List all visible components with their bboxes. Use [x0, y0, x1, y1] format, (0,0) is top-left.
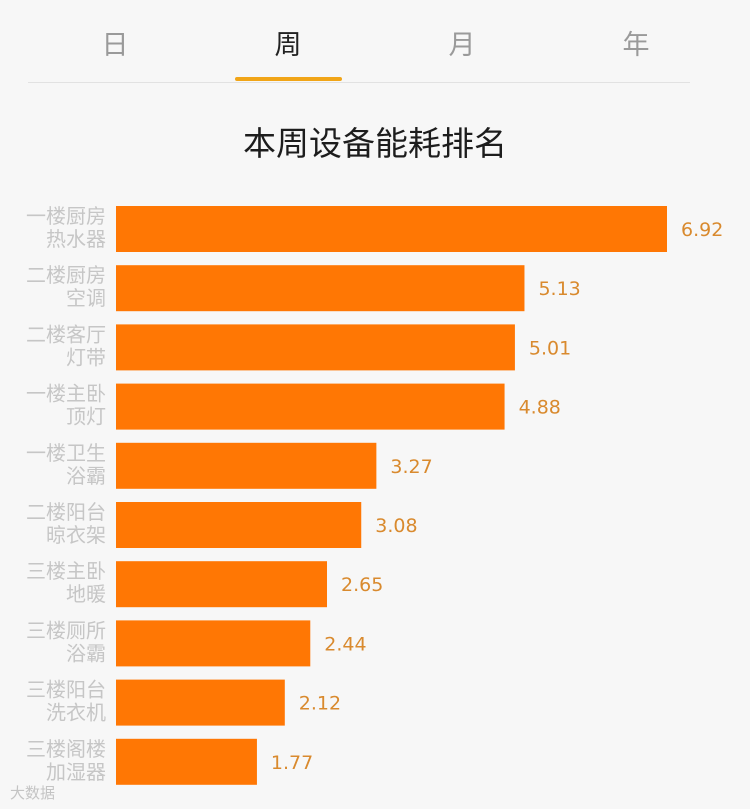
- bar-2: [116, 265, 525, 312]
- bar-9: [116, 679, 285, 726]
- chart-title: 本周设备能耗排名: [243, 124, 507, 163]
- bar-1: [116, 206, 667, 252]
- value-label-10: 1.77: [271, 752, 313, 774]
- bar-6: [116, 502, 362, 548]
- category-label-6: 二楼阳台晾衣架: [26, 500, 106, 547]
- value-label-6: 3.08: [375, 515, 417, 537]
- tab-year[interactable]: 年: [622, 30, 650, 61]
- tab-month[interactable]: 月: [448, 30, 476, 61]
- category-label-line: 加湿器: [46, 760, 106, 784]
- value-label-5: 3.27: [390, 456, 432, 478]
- value-label-7: 2.65: [341, 574, 383, 596]
- active-tab-indicator: [235, 77, 342, 81]
- category-label-line: 二楼厨房: [26, 263, 106, 287]
- bar-7: [116, 561, 328, 608]
- category-label-line: 三楼阁楼: [26, 737, 106, 761]
- category-label-8: 三楼厕所浴霸: [26, 618, 106, 665]
- category-label-line: 灯带: [66, 345, 106, 369]
- value-label-3: 5.01: [529, 337, 571, 359]
- category-label-line: 空调: [66, 286, 106, 310]
- tab-week[interactable]: 周: [274, 30, 302, 61]
- category-label-line: 洗衣机: [46, 701, 106, 725]
- watermark: 大数据: [10, 784, 56, 802]
- value-label-2: 5.13: [538, 278, 580, 300]
- category-label-line: 二楼客厅: [26, 322, 106, 346]
- bar-4: [116, 383, 505, 430]
- category-label-line: 顶灯: [66, 405, 106, 429]
- value-label-4: 4.88: [519, 397, 561, 419]
- category-label-2: 二楼厨房空调: [26, 263, 106, 310]
- category-label-5: 一楼卫生浴霸: [26, 441, 106, 488]
- bar-8: [116, 620, 311, 667]
- period-tabbar: 日 周 月 年: [28, 0, 690, 83]
- category-label-3: 二楼客厅灯带: [26, 322, 106, 369]
- category-label-line: 三楼厕所: [26, 618, 106, 642]
- bar-5: [116, 442, 377, 489]
- category-label-4: 一楼主卧顶灯: [26, 382, 106, 429]
- bar-chart: 6.92 一楼厨房热水器 5.13 二楼厨房空调 5.01 二楼客厅灯带 4.88 一楼主卧顶…: [26, 204, 723, 785]
- category-label-7: 三楼主卧地暖: [26, 559, 106, 606]
- category-label-line: 热水器: [46, 227, 106, 251]
- category-label-line: 三楼阳台: [26, 678, 106, 702]
- bar-10: [116, 738, 257, 785]
- value-label-1: 6.92: [681, 219, 723, 241]
- value-label-9: 2.12: [299, 693, 341, 715]
- category-label-line: 三楼主卧: [26, 559, 106, 583]
- category-label-line: 二楼阳台: [26, 500, 106, 524]
- category-label-line: 一楼厨房: [26, 204, 106, 228]
- category-label-line: 地暖: [66, 582, 106, 606]
- category-label-line: 一楼卫生: [26, 441, 106, 465]
- value-label-8: 2.44: [324, 633, 366, 655]
- category-label-1: 一楼厨房热水器: [26, 204, 106, 251]
- category-label-line: 浴霸: [66, 641, 106, 665]
- category-label-line: 晾衣架: [46, 523, 106, 547]
- category-label-line: 浴霸: [66, 464, 106, 488]
- bar-3: [116, 324, 515, 371]
- tab-day[interactable]: 日: [101, 30, 129, 61]
- category-label-9: 三楼阳台洗衣机: [26, 678, 106, 725]
- category-label-line: 一楼主卧: [26, 382, 106, 406]
- category-label-10: 三楼阁楼加湿器: [26, 737, 106, 784]
